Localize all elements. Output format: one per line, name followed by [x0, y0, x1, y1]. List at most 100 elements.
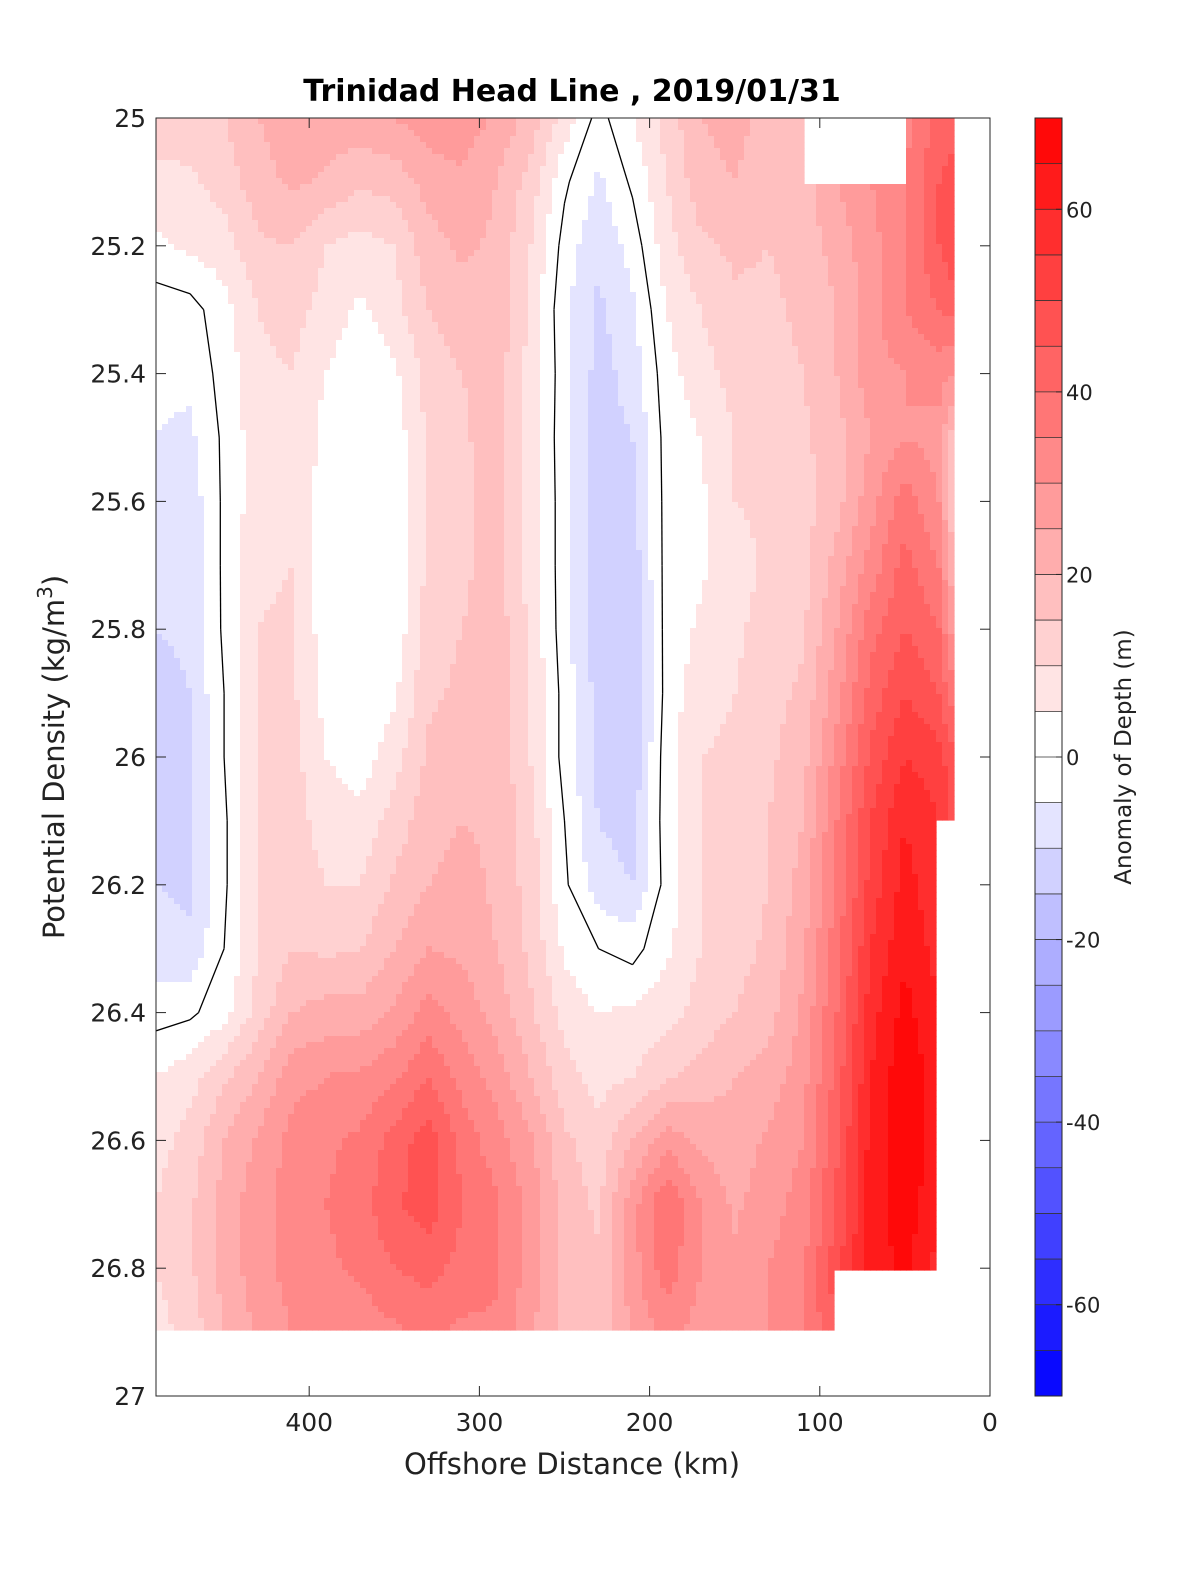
contour-cell — [204, 232, 211, 239]
contour-cell — [234, 322, 241, 329]
contour-cell — [432, 316, 439, 323]
contour-cell — [510, 172, 517, 179]
contour-cell — [762, 130, 769, 137]
contour-cell — [432, 238, 439, 245]
contour-cell — [726, 280, 733, 287]
contour-cell — [294, 130, 301, 137]
contour-cell — [498, 226, 505, 233]
contour-cell — [276, 190, 283, 197]
contour-cell — [246, 346, 253, 353]
contour-cell — [378, 184, 385, 191]
contour-cell — [216, 298, 223, 305]
contour-cell — [156, 154, 163, 161]
contour-cell — [180, 292, 187, 299]
contour-cell — [696, 334, 703, 341]
contour-cell — [600, 148, 607, 155]
contour-cell — [900, 196, 907, 203]
contour-cell — [462, 340, 469, 347]
contour-cell — [342, 238, 349, 245]
contour-cell — [372, 142, 379, 149]
contour-cell — [444, 250, 451, 257]
contour-cell — [774, 124, 781, 131]
contour-cell — [456, 292, 463, 299]
contour-cell — [684, 160, 691, 167]
contour-cell — [324, 190, 331, 197]
contour-cell — [342, 346, 349, 353]
contour-cell — [762, 268, 769, 275]
contour-cell — [912, 328, 919, 335]
contour-cell — [786, 220, 793, 227]
contour-cell — [744, 334, 751, 341]
contour-cell — [936, 208, 943, 215]
contour-cell — [570, 118, 577, 125]
contour-cell — [786, 130, 793, 137]
contour-cell — [378, 292, 385, 299]
contour-cell — [228, 256, 235, 263]
contour-cell — [312, 154, 319, 161]
contour-cell — [678, 328, 685, 335]
contour-cell — [522, 280, 529, 287]
contour-cell — [702, 256, 709, 263]
contour-cell — [582, 172, 589, 179]
contour-cell — [690, 292, 697, 299]
contour-cell — [222, 304, 229, 311]
contour-cell — [288, 298, 295, 305]
contour-cell — [588, 220, 595, 227]
contour-cell — [774, 136, 781, 143]
contour-cell — [810, 250, 817, 257]
contour-cell — [894, 256, 901, 263]
contour-cell — [822, 214, 829, 221]
contour-cell — [456, 142, 463, 149]
contour-cell — [534, 316, 541, 323]
contour-cell — [360, 136, 367, 143]
contour-cell — [546, 160, 553, 167]
contour-cell — [540, 148, 547, 155]
contour-cell — [798, 244, 805, 251]
contour-cell — [372, 208, 379, 215]
contour-cell — [426, 160, 433, 167]
contour-cell — [660, 280, 667, 287]
contour-cell — [504, 346, 511, 353]
contour-cell — [180, 130, 187, 137]
contour-cell — [834, 244, 841, 251]
contour-cell — [762, 196, 769, 203]
contour-cell — [186, 190, 193, 197]
contour-cell — [696, 190, 703, 197]
contour-cell — [582, 250, 589, 257]
contour-cell — [162, 118, 169, 125]
contour-cell — [846, 310, 853, 317]
contour-cell — [300, 334, 307, 341]
contour-cell — [192, 202, 199, 209]
contour-cell — [510, 148, 517, 155]
contour-cell — [486, 340, 493, 347]
contour-cell — [306, 280, 313, 287]
contour-cell — [312, 316, 319, 323]
contour-cell — [312, 166, 319, 173]
contour-cell — [588, 244, 595, 251]
contour-cell — [942, 232, 949, 239]
contour-cell — [396, 220, 403, 227]
contour-cell — [540, 214, 547, 221]
contour-cell — [198, 220, 205, 227]
contour-cell — [390, 316, 397, 323]
contour-cell — [918, 244, 925, 251]
contour-cell — [660, 322, 667, 329]
contour-cell — [306, 202, 313, 209]
contour-cell — [924, 322, 931, 329]
contour-cell — [516, 298, 523, 305]
contour-cell — [588, 262, 595, 269]
contour-cell — [294, 226, 301, 233]
contour-cell — [162, 286, 169, 293]
contour-cell — [858, 334, 865, 341]
contour-cell — [504, 340, 511, 347]
contour-cell — [246, 274, 253, 281]
contour-cell — [474, 328, 481, 335]
contour-cell — [198, 190, 205, 197]
contour-cell — [246, 160, 253, 167]
contour-cell — [174, 322, 181, 329]
contour-cell — [156, 268, 163, 275]
contour-cell — [558, 328, 565, 335]
contour-cell — [678, 232, 685, 239]
contour-cell — [186, 346, 193, 353]
contour-cell — [942, 160, 949, 167]
